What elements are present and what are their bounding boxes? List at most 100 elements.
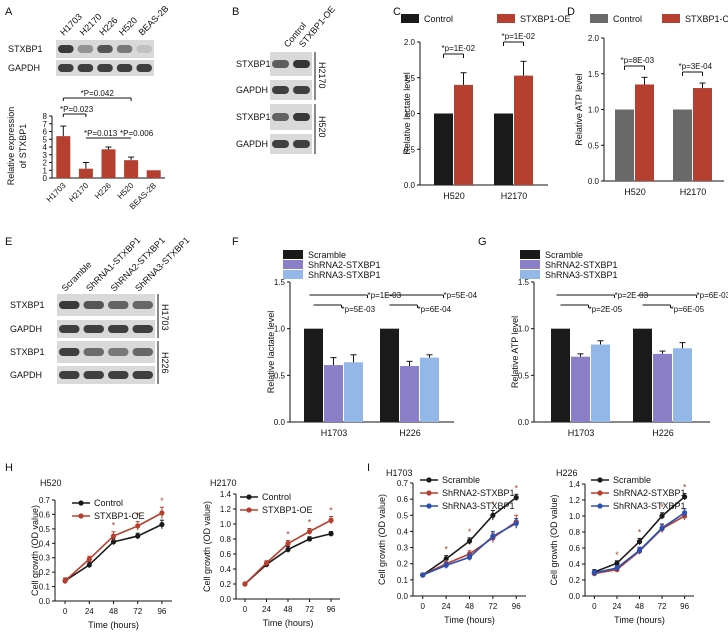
chart-C-x-tick-label: H2170	[501, 191, 528, 201]
chart-a-annotation: *P=0.042	[81, 89, 115, 98]
chart-H-H2170-y-tick-label: 0.4	[220, 565, 232, 574]
chart-H-H2170-y-tick-label: 0.6	[220, 550, 232, 559]
chart-I-H1703-point	[420, 572, 426, 578]
chart-F-bar	[304, 328, 323, 422]
chart-G-y-tick-label: 0.0	[518, 418, 530, 427]
chart-H-H2170-y-tick-label: 1.0	[220, 520, 232, 529]
chart-G-bar	[653, 353, 672, 422]
chart-G-annotation: *p=2E-03	[615, 291, 649, 300]
chart-H-H520-legend-marker	[78, 513, 84, 519]
chart-I-H226-point	[614, 560, 620, 566]
chart-G-legend-swatch	[520, 270, 540, 279]
chart-I-H1703-legend-label: ShRNA2-STXBP1	[442, 488, 515, 498]
chart-I-H1703-y-label: Cell growth (OD value)	[377, 494, 387, 585]
chart-I-H226-y-tick-label: 1.2	[569, 496, 581, 505]
chart-C-bar	[494, 113, 513, 185]
chart-a-y-tick-label: 1	[43, 166, 48, 175]
chart-D-y-tick-label: 1.5	[588, 70, 600, 79]
chart-G-annotation: *p=2E-05	[589, 305, 623, 314]
chart-a-bar	[124, 160, 139, 178]
chart-a-y-label: of STXBP1	[18, 124, 28, 169]
chart-G-y-tick-label: 1.5	[518, 278, 530, 287]
blot-e-band	[59, 301, 80, 309]
chart-H-H520-point	[62, 578, 68, 584]
chart-H-H2170-point	[285, 540, 291, 547]
panel-label-A: A	[5, 6, 13, 18]
chart-C-y-tick-label: 2.0	[404, 38, 416, 47]
chart-H-H520-x-tick-label: 24	[85, 607, 94, 616]
chart-H-H2170-point	[328, 531, 334, 537]
chart-I-H1703-y-tick-label: 0.0	[397, 592, 409, 601]
blot-e-band	[83, 325, 104, 333]
chart-I-H226-point	[614, 565, 620, 571]
chart-a-y-tick-label: 8	[43, 112, 48, 121]
chart-H-H2170-annotation: *	[286, 530, 290, 540]
chart-F-y-tick-label: 1.5	[274, 278, 286, 287]
chart-a-x-tick-label: H1703	[45, 181, 68, 204]
chart-I-H1703-legend-marker	[426, 477, 432, 483]
chart-C-bar	[454, 84, 473, 185]
blot-b-band	[293, 60, 310, 68]
chart-G-annotation: *p=6E-03	[697, 291, 728, 300]
chart-C-legend-swatch	[497, 14, 515, 23]
blot-a-gapdh-band	[58, 64, 74, 72]
chart-I-H1703-annotation: *	[444, 545, 448, 555]
chart-D-y-tick-label: 1.0	[588, 106, 600, 115]
chart-D-bar	[693, 88, 712, 181]
blot-b-band	[272, 113, 289, 121]
chart-H-H2170-point	[306, 536, 313, 542]
blot-b-row-label: GAPDH	[236, 85, 268, 95]
blot-b-band	[272, 140, 289, 148]
chart-I-H1703-x-tick-label: 0	[421, 602, 426, 611]
chart-C-y-label: Relative lactate level	[402, 72, 412, 155]
blot-e-cell-line: H1703	[160, 304, 170, 331]
chart-H-H520-title: H520	[40, 478, 62, 488]
blot-b-strip	[270, 134, 312, 154]
chart-D-x-tick-label: H520	[624, 187, 646, 197]
chart-D-bar	[673, 109, 692, 181]
blot-b-cell-line: H520	[317, 116, 327, 138]
chart-I-H226-annotation: *	[615, 550, 619, 560]
chart-D-legend-label: Control	[613, 14, 642, 24]
chart-a-y-tick-label: 4	[43, 143, 48, 152]
chart-I-H226-legend-label: Scramble	[613, 475, 651, 485]
chart-G-bar	[633, 328, 652, 422]
chart-I-H226-x-label: Time (hours)	[614, 615, 665, 625]
chart-H-H2170-point	[263, 560, 270, 566]
chart-I-H1703-point	[490, 533, 496, 539]
chart-I-H226-legend-label: ShRNA3-STXBP1	[613, 501, 686, 511]
chart-a-x-tick-label: H2170	[67, 181, 90, 204]
chart-a-x-tick-label: H520	[116, 181, 136, 201]
chart-H-H520-x-tick-label: 0	[63, 607, 68, 616]
blot-e-band	[132, 325, 153, 333]
chart-G-legend-label: ShRNA3-STXBP1	[545, 270, 618, 280]
chart-I-H1703-x-label: Time (hours)	[444, 615, 495, 625]
blot-e-row-label: STXBP1	[10, 300, 45, 310]
chart-F-annotation: *p=6E-04	[418, 305, 452, 314]
chart-I-H226-annotation: *	[660, 502, 664, 512]
chart-D-y-tick-label: 2.0	[588, 34, 600, 43]
chart-F-annotation: *p=5E-03	[342, 305, 376, 314]
chart-D-bar	[615, 109, 634, 181]
chart-H-H520-legend-marker	[78, 500, 84, 506]
chart-G-bar	[673, 348, 692, 422]
blot-b-band	[293, 113, 310, 121]
chart-a-bar	[78, 168, 93, 178]
chart-F-legend-label: ShRNA2-STXBP1	[308, 260, 381, 270]
chart-I-H1703-x-tick-label: 96	[512, 602, 521, 611]
chart-G-legend-swatch	[520, 250, 540, 259]
chart-I-H226-annotation: *	[638, 527, 642, 537]
chart-H-H520-y-tick-label: 0.3	[39, 554, 51, 563]
chart-H-H520-legend-label: Control	[94, 498, 123, 508]
chart-D-legend-label: STXBP1-OE	[685, 14, 728, 24]
blot-b-band	[293, 140, 310, 148]
chart-G-y-label: Relative ATP level	[510, 316, 520, 388]
chart-H-H2170-x-tick-label: 96	[327, 605, 336, 614]
chart-F-legend-swatch	[283, 260, 303, 269]
blot-a-stxbp1-band	[116, 45, 133, 53]
chart-D-y-label: Relative ATP level	[574, 73, 584, 145]
chart-H-H520-y-tick-label: 0.5	[39, 525, 51, 534]
blot-b-band	[293, 86, 310, 94]
chart-D-annotation: *p=3E-04	[679, 62, 713, 71]
